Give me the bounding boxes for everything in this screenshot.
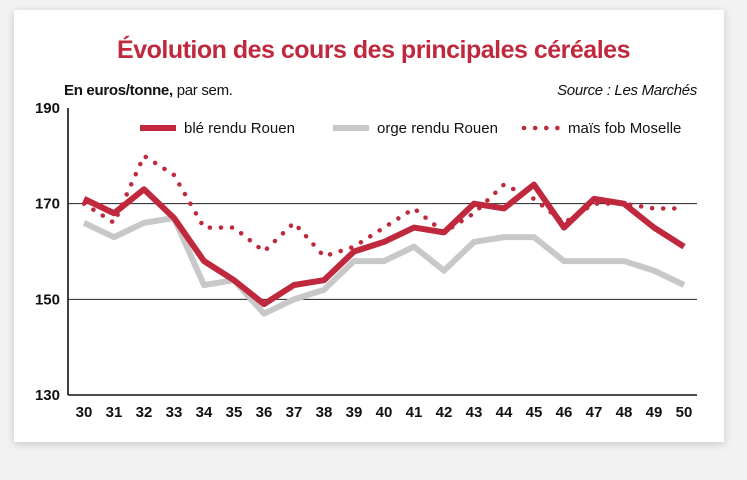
x-tick-label: 44 bbox=[496, 404, 513, 421]
x-tick-label: 42 bbox=[436, 404, 453, 421]
tick-labels: 130 150 170 190 30 31 32 33 34 35 36 37 38 39 40 41 42 43… bbox=[35, 100, 692, 421]
x-tick-label: 35 bbox=[226, 404, 243, 421]
x-tick-label: 43 bbox=[466, 404, 483, 421]
x-tick-label: 33 bbox=[166, 404, 183, 421]
unit-label-rest: par sem. bbox=[172, 82, 233, 99]
y-tick-label: 150 bbox=[35, 291, 60, 308]
x-tick-label: 40 bbox=[376, 404, 393, 421]
legend-label-1: orge rendu Rouen bbox=[377, 120, 498, 137]
chart-title: Évolution des cours des principales céré… bbox=[117, 36, 630, 64]
x-tick-label: 38 bbox=[316, 404, 333, 421]
series-line-1 bbox=[82, 215, 686, 317]
x-tick-label: 49 bbox=[646, 404, 663, 421]
legend-label-2: maïs fob Moselle bbox=[568, 120, 681, 137]
x-tick-label: 32 bbox=[136, 404, 153, 421]
y-tick-label: 130 bbox=[35, 387, 60, 404]
x-tick-label: 45 bbox=[526, 404, 543, 421]
x-tick-label: 37 bbox=[286, 404, 303, 421]
x-tick-label: 47 bbox=[586, 404, 603, 421]
x-tick-label: 50 bbox=[676, 404, 693, 421]
axes bbox=[67, 108, 697, 396]
x-tick-label: 39 bbox=[346, 404, 363, 421]
unit-label: En euros/tonne, par sem. bbox=[64, 82, 233, 99]
x-tick-label: 30 bbox=[76, 404, 93, 421]
x-tick-label: 34 bbox=[196, 404, 213, 421]
series-line-2 bbox=[81, 153, 687, 259]
x-tick-label: 41 bbox=[406, 404, 423, 421]
x-tick-label: 31 bbox=[106, 404, 123, 421]
legend: blé rendu Rouen orge rendu Rouen maïs fob … bbox=[140, 120, 681, 137]
x-tick-label: 46 bbox=[556, 404, 573, 421]
x-tick-label: 48 bbox=[616, 404, 633, 421]
y-tick-label: 170 bbox=[35, 196, 60, 213]
series-group bbox=[81, 153, 687, 317]
x-tick-label: 36 bbox=[256, 404, 273, 421]
unit-label-bold: En euros/tonne, bbox=[64, 82, 173, 99]
source-label: Source : Les Marchés bbox=[557, 82, 697, 99]
y-tick-label: 190 bbox=[35, 100, 60, 117]
legend-label-0: blé rendu Rouen bbox=[184, 120, 295, 137]
series-line-0 bbox=[82, 181, 686, 308]
